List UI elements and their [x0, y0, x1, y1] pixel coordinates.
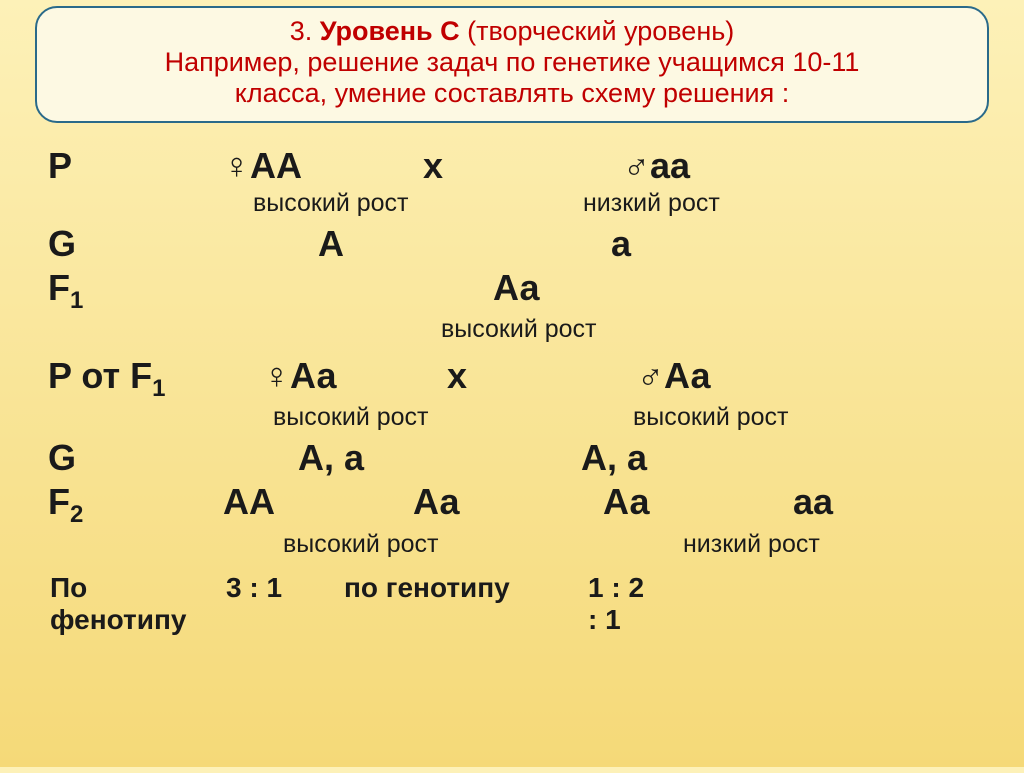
row-p1: P ♀АА х ♂аа [48, 145, 989, 189]
g2-right: А, а [581, 437, 647, 479]
ph-short-2: низкий рост [683, 530, 820, 564]
genetics-content: P ♀АА х ♂аа высокий рост низкий рост G А… [0, 123, 1024, 636]
header-line2: Например, решение задач по генетике учащ… [57, 47, 967, 78]
label-pf1a: P от F [48, 355, 152, 396]
phen-row-p2: высокий рост высокий рост [48, 403, 989, 437]
label-g2: G [48, 437, 223, 479]
label-g1: G [48, 223, 223, 265]
g1-a: а [611, 223, 631, 265]
p2-male: ♂Аа [637, 355, 710, 397]
row-f2: F2 АА Аа Аа аа [48, 481, 989, 529]
p2-cross: х [447, 355, 637, 397]
res-geno-label: по генотипу [344, 572, 588, 636]
ph-tall-4: высокий рост [573, 403, 789, 437]
phen-row-f2: высокий рост низкий рост [48, 530, 989, 564]
header-line3: класса, умение составлять схему решения … [57, 78, 967, 109]
res-pheno-ratio: 3 : 1 [226, 572, 344, 636]
ph-tall-3: высокий рост [223, 403, 573, 437]
label-f2a: F [48, 481, 70, 522]
f1-Aa: Аа [223, 267, 539, 309]
phen-row-p1: высокий рост низкий рост [48, 189, 989, 223]
result-row: По фенотипу 3 : 1 по генотипу 1 : 2 : 1 [48, 572, 989, 636]
label-f2b: 2 [70, 502, 83, 529]
label-p: P [48, 145, 223, 187]
phen-row-f1: высокий рост [48, 315, 989, 349]
p2-female: ♀Аа [223, 355, 447, 397]
row-p2: P от F1 ♀Аа х ♂Аа [48, 355, 989, 403]
ph-short-1: низкий рост [523, 189, 720, 223]
header-suffix: (творческий уровень) [460, 16, 735, 46]
header-box: 3. Уровень С (творческий уровень) Наприм… [35, 6, 989, 123]
p1-female: ♀АА [223, 145, 423, 187]
ph-tall-1: высокий рост [223, 189, 523, 223]
label-f1a: F [48, 267, 70, 308]
f2-aa: аа [793, 481, 833, 523]
header-prefix: 3. [290, 16, 320, 46]
header-line1: 3. Уровень С (творческий уровень) [57, 16, 967, 47]
header-bold: Уровень С [320, 16, 460, 46]
ph-tall-5: высокий рост [223, 530, 683, 564]
f2-Aa2: Аа [603, 481, 793, 523]
row-f1: F1 Аа [48, 267, 989, 315]
ph-tall-2: высокий рост [223, 315, 597, 349]
p1-male: ♂аа [623, 145, 690, 187]
p1-cross: х [423, 145, 623, 187]
res-geno-ratio: 1 : 2 : 1 [588, 572, 658, 636]
label-f1b: 1 [70, 287, 83, 314]
g2-left: А, а [223, 437, 581, 479]
label-pf1b: 1 [152, 375, 165, 402]
f2-AA: АА [223, 481, 413, 523]
g1-A: А [223, 223, 611, 265]
res-pheno-label: По фенотипу [50, 572, 226, 636]
row-g1: G А а [48, 223, 989, 267]
row-g2: G А, а А, а [48, 437, 989, 481]
f2-Aa1: Аа [413, 481, 603, 523]
